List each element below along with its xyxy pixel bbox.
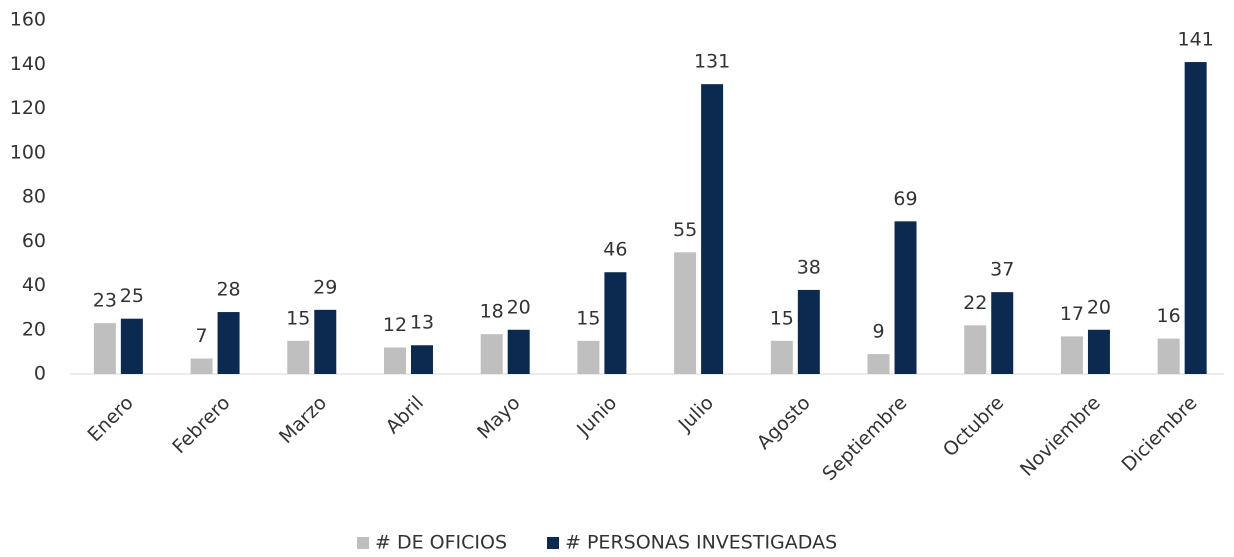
bar — [480, 334, 503, 374]
x-tick-label: Abril — [382, 392, 428, 438]
x-tick-label: Septiembre — [818, 392, 911, 485]
value-label: 15 — [576, 307, 600, 329]
x-tick-label: Marzo — [275, 392, 331, 448]
bar — [217, 312, 240, 374]
bar — [410, 345, 433, 374]
value-label: 28 — [216, 279, 240, 301]
x-tick-label: Enero — [83, 392, 137, 446]
value-label: 20 — [507, 296, 531, 318]
bar — [507, 329, 530, 374]
bar — [894, 221, 917, 374]
bar — [1087, 329, 1110, 374]
x-tick-label: Octubre — [939, 392, 1008, 461]
bar — [674, 252, 697, 374]
y-tick-label: 140 — [10, 53, 46, 75]
bar — [1157, 338, 1180, 374]
bar — [383, 347, 406, 374]
value-label: 69 — [893, 188, 917, 210]
value-label: 16 — [1157, 305, 1181, 327]
bar — [1184, 62, 1207, 374]
y-tick-label: 100 — [10, 141, 46, 163]
y-tick-label: 60 — [22, 230, 46, 252]
value-label: 15 — [770, 307, 794, 329]
x-tick-label: Noviembre — [1016, 392, 1105, 481]
value-label: 12 — [383, 314, 407, 336]
bar — [991, 292, 1014, 374]
x-tick-label: Junio — [572, 392, 621, 441]
legend-swatch — [547, 537, 560, 549]
value-label: 55 — [673, 219, 697, 241]
value-label: 18 — [480, 301, 504, 323]
bar — [867, 354, 890, 374]
value-label: 25 — [120, 285, 144, 307]
value-label: 29 — [313, 276, 337, 298]
value-label: 7 — [196, 325, 208, 347]
bar — [93, 323, 116, 374]
value-label: 15 — [286, 307, 310, 329]
value-label: 46 — [603, 239, 627, 261]
bar — [604, 272, 627, 374]
value-label: 20 — [1087, 296, 1111, 318]
y-tick-label: 120 — [10, 97, 46, 119]
value-label: 38 — [797, 256, 821, 278]
bar — [314, 309, 337, 374]
bar — [1060, 336, 1083, 374]
bar — [964, 325, 987, 374]
value-label: 131 — [694, 51, 730, 73]
value-label: 13 — [410, 312, 434, 334]
bar — [190, 358, 213, 374]
value-label: 37 — [990, 259, 1014, 281]
y-tick-label: 40 — [22, 274, 46, 296]
x-tick-label: Agosto — [753, 392, 815, 454]
y-tick-label: 20 — [22, 318, 46, 340]
x-tick-label: Mayo — [473, 392, 525, 444]
bar — [120, 318, 143, 374]
value-label: 17 — [1060, 303, 1084, 325]
value-label: 22 — [963, 292, 987, 314]
bar — [287, 340, 310, 374]
legend-label: # PERSONAS INVESTIGADAS — [565, 532, 837, 554]
value-label: 23 — [93, 290, 117, 312]
legend-swatch — [357, 537, 369, 549]
x-tick-label: Diciembre — [1117, 392, 1201, 476]
bar — [701, 84, 724, 374]
bar — [770, 340, 793, 374]
x-tick-label: Julio — [674, 392, 718, 436]
value-label: 9 — [872, 321, 884, 343]
y-tick-label: 80 — [22, 186, 46, 208]
x-tick-label: Febrero — [168, 392, 234, 458]
y-tick-label: 160 — [10, 9, 46, 31]
y-tick-label: 0 — [34, 363, 46, 385]
bar — [577, 340, 600, 374]
legend-label: # DE OFICIOS — [375, 532, 507, 554]
bar — [797, 289, 820, 374]
value-label: 141 — [1178, 29, 1214, 51]
